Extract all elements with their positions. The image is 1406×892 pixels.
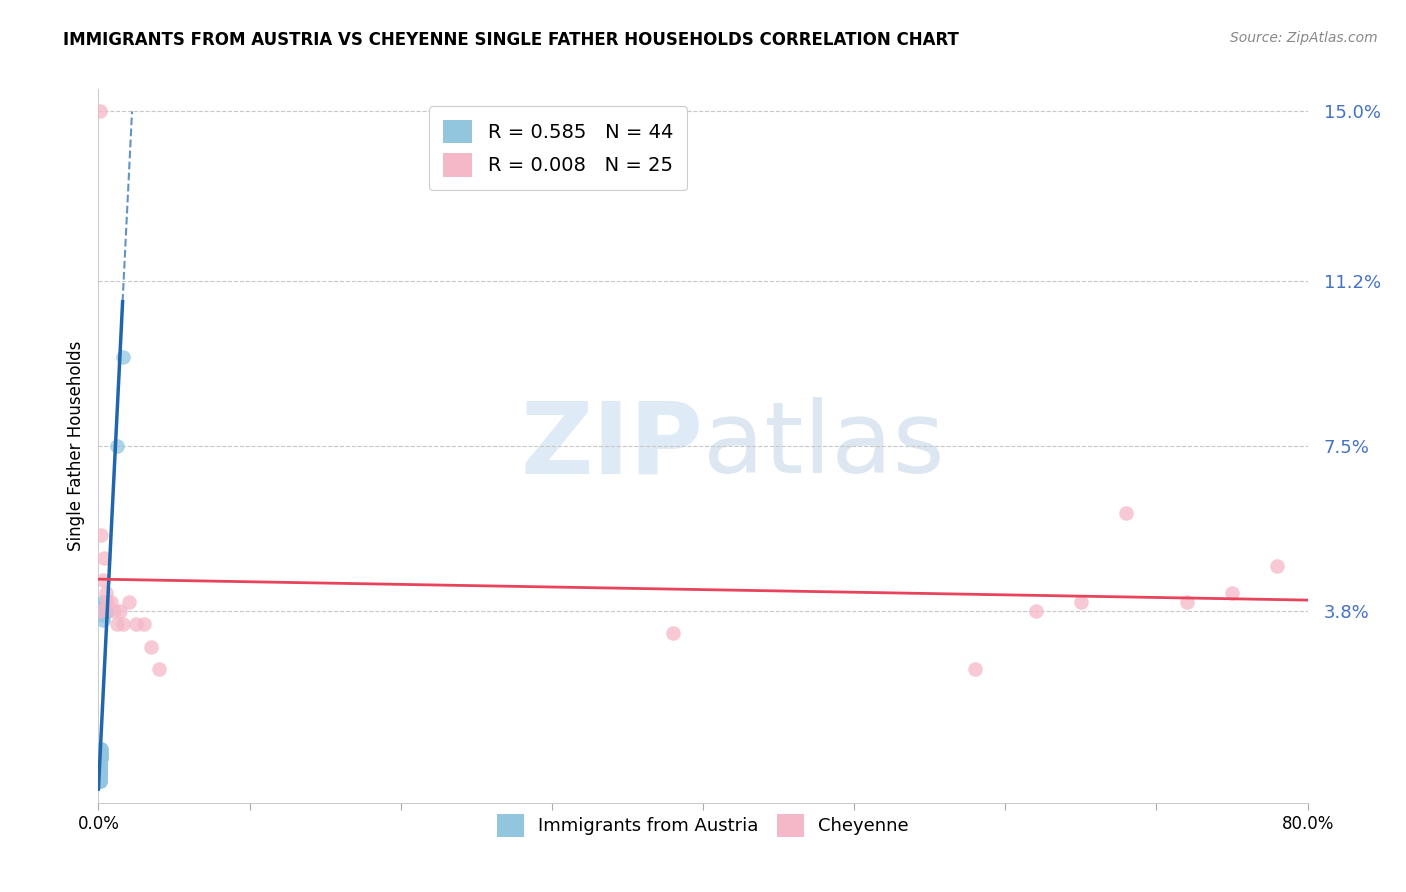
- Point: [661, 626, 683, 640]
- Point: [89, 756, 111, 770]
- Point: [91, 613, 114, 627]
- Point: [89, 764, 111, 779]
- Legend: Immigrants from Austria, Cheyenne: Immigrants from Austria, Cheyenne: [489, 807, 917, 844]
- Point: [96, 604, 118, 618]
- Point: [90, 747, 112, 761]
- Point: [93, 604, 115, 618]
- Point: [91, 599, 114, 614]
- Point: [89, 769, 111, 783]
- Point: [90, 751, 112, 765]
- Point: [111, 350, 134, 364]
- Point: [89, 751, 111, 765]
- Point: [89, 760, 111, 774]
- Text: IMMIGRANTS FROM AUSTRIA VS CHEYENNE SINGLE FATHER HOUSEHOLDS CORRELATION CHART: IMMIGRANTS FROM AUSTRIA VS CHEYENNE SING…: [63, 31, 959, 49]
- Point: [1175, 595, 1198, 609]
- Point: [89, 756, 111, 770]
- Point: [94, 604, 117, 618]
- Point: [141, 640, 163, 654]
- Point: [108, 604, 131, 618]
- Point: [125, 617, 148, 632]
- Point: [132, 617, 155, 632]
- Point: [89, 769, 111, 783]
- Point: [89, 760, 111, 774]
- Point: [148, 662, 170, 676]
- Point: [105, 439, 128, 453]
- Point: [91, 604, 114, 618]
- Point: [100, 595, 122, 609]
- Point: [90, 751, 112, 765]
- Y-axis label: Single Father Households: Single Father Households: [66, 341, 84, 551]
- Text: atlas: atlas: [703, 398, 945, 494]
- Point: [89, 756, 111, 770]
- Point: [90, 747, 112, 761]
- Point: [89, 773, 111, 788]
- Point: [89, 764, 111, 779]
- Point: [94, 586, 117, 600]
- Point: [1070, 595, 1092, 609]
- Point: [89, 751, 111, 765]
- Point: [89, 764, 111, 779]
- Point: [89, 604, 111, 618]
- Point: [93, 604, 115, 618]
- Point: [91, 608, 114, 623]
- Point: [90, 742, 112, 756]
- Point: [103, 604, 125, 618]
- Point: [90, 528, 112, 542]
- Point: [96, 595, 118, 609]
- Point: [89, 756, 111, 770]
- Point: [90, 747, 112, 761]
- Point: [91, 595, 114, 609]
- Point: [89, 764, 111, 779]
- Point: [90, 751, 112, 765]
- Point: [89, 773, 111, 788]
- Point: [89, 773, 111, 788]
- Point: [89, 769, 111, 783]
- Point: [89, 760, 111, 774]
- Point: [93, 550, 115, 565]
- Point: [90, 742, 112, 756]
- Point: [89, 756, 111, 770]
- Point: [89, 773, 111, 788]
- Point: [1267, 559, 1289, 574]
- Point: [89, 756, 111, 770]
- Text: ZIP: ZIP: [520, 398, 703, 494]
- Point: [965, 662, 987, 676]
- Point: [1220, 586, 1243, 600]
- Point: [89, 764, 111, 779]
- Point: [89, 769, 111, 783]
- Point: [89, 760, 111, 774]
- Point: [105, 617, 128, 632]
- Point: [91, 573, 114, 587]
- Text: Source: ZipAtlas.com: Source: ZipAtlas.com: [1230, 31, 1378, 45]
- Point: [1024, 604, 1046, 618]
- Point: [89, 104, 111, 119]
- Point: [118, 595, 141, 609]
- Point: [111, 617, 134, 632]
- Point: [1115, 506, 1137, 520]
